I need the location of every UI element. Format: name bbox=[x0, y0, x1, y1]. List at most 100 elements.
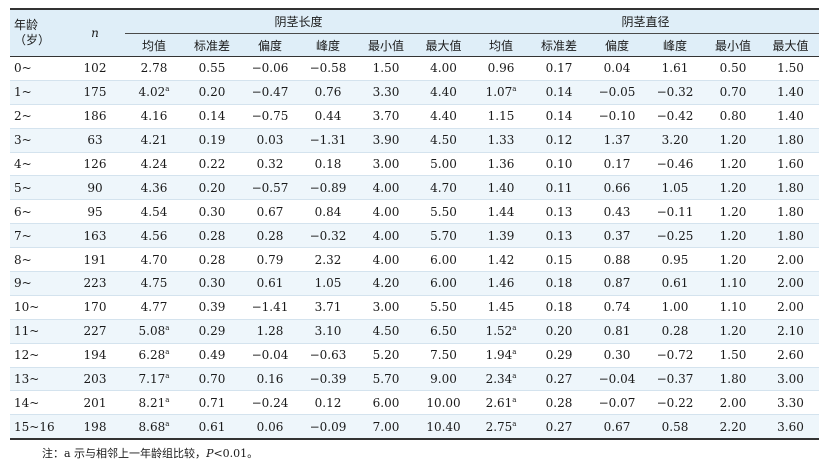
length-skew-cell: 0.06 bbox=[241, 414, 299, 440]
table-row: 0~ 102 2.78 0.55 −0.06 −0.58 1.50 4.00 0.96 0.17 0… bbox=[10, 56, 820, 81]
diameter-max-cell: 2.00 bbox=[762, 295, 820, 320]
diameter-max-cell: 1.60 bbox=[762, 152, 820, 177]
table-row: 7~ 163 4.56 0.28 0.28 −0.32 4.00 5.70 1.39 0.13 0.… bbox=[10, 223, 820, 249]
length-sd-cell: 0.70 bbox=[183, 367, 241, 392]
length-max-cell: 5.70 bbox=[415, 223, 473, 249]
diameter-kurt-cell: 0.95 bbox=[646, 247, 705, 273]
length-mean-cell: 4.70 bbox=[125, 247, 183, 273]
n-header: n bbox=[65, 9, 125, 57]
length-mean-value: 6.28 bbox=[138, 348, 166, 363]
length-mean-value: 4.75 bbox=[140, 276, 168, 291]
diameter-sd-cell: 0.27 bbox=[530, 414, 589, 440]
n-cell: 198 bbox=[65, 414, 125, 440]
significance-mark: a bbox=[512, 85, 517, 94]
length-stat-header: 峰度 bbox=[299, 33, 357, 57]
length-min-cell: 4.00 bbox=[357, 247, 415, 273]
diameter-mean-cell: 1.45 bbox=[472, 295, 531, 320]
diameter-sd-cell: 0.15 bbox=[530, 247, 589, 273]
diameter-max-cell: 3.00 bbox=[762, 367, 820, 392]
length-sd-cell: 0.49 bbox=[183, 343, 241, 368]
n-cell: 102 bbox=[65, 56, 125, 81]
length-group-header: 阴茎长度 bbox=[125, 9, 473, 34]
table-row: 15~16 198 8.68a 0.61 0.06 −0.09 7.00 10.40 2.75a… bbox=[10, 414, 820, 440]
length-stat-header: 最大值 bbox=[415, 33, 473, 57]
length-min-cell: 4.00 bbox=[357, 175, 415, 201]
n-cell: 126 bbox=[65, 152, 125, 177]
diameter-min-cell: 2.00 bbox=[704, 390, 763, 416]
table-row: 3~ 63 4.21 0.19 0.03 −1.31 3.90 4.50 1.33 0.12 1.3… bbox=[10, 128, 820, 153]
length-mean-value: 4.70 bbox=[140, 252, 168, 267]
age-cell: 8~ bbox=[10, 247, 65, 273]
diameter-sd-cell: 0.13 bbox=[530, 223, 589, 249]
length-mean-value: 4.24 bbox=[140, 157, 168, 171]
diameter-group-header: 阴茎直径 bbox=[472, 9, 820, 34]
length-min-cell: 1.50 bbox=[357, 56, 415, 81]
table-row: 1~ 175 4.02a 0.20 −0.47 0.76 3.30 4.40 1.07a 0.14… bbox=[10, 80, 820, 105]
length-mean-cell: 4.77 bbox=[125, 295, 183, 320]
length-max-cell: 4.40 bbox=[415, 80, 473, 105]
length-min-cell: 5.70 bbox=[357, 367, 415, 392]
length-kurt-cell: 2.32 bbox=[299, 247, 357, 273]
length-mean-value: 4.54 bbox=[140, 204, 168, 219]
length-kurt-cell: 0.12 bbox=[299, 390, 357, 416]
length-max-cell: 10.40 bbox=[415, 414, 473, 440]
diameter-sd-cell: 0.29 bbox=[530, 343, 589, 368]
diameter-skew-cell: −0.07 bbox=[588, 390, 647, 416]
table-row: 9~ 223 4.75 0.30 0.61 1.05 4.20 6.00 1.46 0.18 0.8… bbox=[10, 271, 820, 296]
length-sd-cell: 0.20 bbox=[183, 175, 241, 201]
diameter-min-cell: 1.20 bbox=[704, 223, 763, 249]
diameter-max-cell: 2.00 bbox=[762, 247, 820, 273]
length-mean-cell: 7.17a bbox=[125, 367, 183, 392]
n-cell: 227 bbox=[65, 319, 125, 344]
diameter-kurt-cell: −0.11 bbox=[646, 199, 705, 225]
penis-measurement-table: 年龄 （岁） n 阴茎长度 阴茎直径 均值 标准差 偏度 峰度 最小值 最大值 均值 标准差偏… bbox=[10, 8, 820, 440]
significance-mark: a bbox=[512, 372, 517, 381]
length-sd-cell: 0.55 bbox=[183, 56, 241, 81]
diameter-skew-cell: 0.43 bbox=[588, 199, 647, 225]
length-skew-cell: −0.04 bbox=[241, 343, 299, 368]
length-min-cell: 6.00 bbox=[357, 390, 415, 416]
diameter-kurt-cell: −0.25 bbox=[646, 223, 705, 249]
age-header-line2: （岁） bbox=[14, 33, 51, 47]
diameter-skew-cell: 0.67 bbox=[588, 414, 647, 440]
diameter-min-cell: 1.20 bbox=[704, 199, 763, 225]
n-cell: 223 bbox=[65, 271, 125, 296]
length-mean-cell: 4.21 bbox=[125, 128, 183, 153]
diameter-mean-cell: 1.52a bbox=[472, 319, 531, 344]
length-skew-cell: −0.57 bbox=[241, 175, 299, 201]
length-mean-cell: 5.08a bbox=[125, 319, 183, 344]
diameter-mean-cell: 1.07a bbox=[472, 80, 531, 105]
diameter-max-cell: 3.60 bbox=[762, 414, 820, 440]
length-kurt-cell: −0.63 bbox=[299, 343, 357, 368]
diameter-max-cell: 1.40 bbox=[762, 80, 820, 105]
diameter-skew-cell: 0.81 bbox=[588, 319, 647, 344]
diameter-mean-cell: 1.94a bbox=[472, 343, 531, 368]
length-max-cell: 7.50 bbox=[415, 343, 473, 368]
length-sd-cell: 0.28 bbox=[183, 223, 241, 249]
table-header: 年龄 （岁） n 阴茎长度 阴茎直径 均值 标准差 偏度 峰度 最小值 最大值 均值 标准差偏… bbox=[10, 9, 820, 57]
diameter-max-cell: 2.60 bbox=[762, 343, 820, 368]
diameter-mean-value: 1.36 bbox=[487, 157, 515, 171]
length-skew-cell: −1.41 bbox=[241, 295, 299, 320]
age-cell: 2~ bbox=[10, 104, 65, 129]
diameter-mean-cell: 1.40 bbox=[472, 175, 531, 201]
length-skew-cell: 0.79 bbox=[241, 247, 299, 273]
age-cell: 7~ bbox=[10, 223, 65, 249]
diameter-kurt-cell: −0.46 bbox=[646, 152, 705, 177]
length-sd-cell: 0.20 bbox=[183, 80, 241, 105]
n-cell: 201 bbox=[65, 390, 125, 416]
footnote-suffix: <0.01。 bbox=[213, 447, 259, 460]
n-cell: 95 bbox=[65, 199, 125, 225]
diameter-mean-cell: 1.39 bbox=[472, 223, 531, 249]
diameter-mean-cell: 2.34a bbox=[472, 367, 531, 392]
age-cell: 5~ bbox=[10, 175, 65, 201]
diameter-kurt-cell: −0.37 bbox=[646, 367, 705, 392]
length-mean-value: 4.77 bbox=[140, 300, 168, 315]
significance-mark: a bbox=[512, 395, 517, 404]
diameter-mean-value: 2.34 bbox=[485, 372, 513, 387]
length-min-cell: 5.20 bbox=[357, 343, 415, 368]
diameter-max-cell: 1.80 bbox=[762, 175, 820, 201]
length-skew-cell: −0.24 bbox=[241, 390, 299, 416]
diameter-max-cell: 1.80 bbox=[762, 128, 820, 153]
